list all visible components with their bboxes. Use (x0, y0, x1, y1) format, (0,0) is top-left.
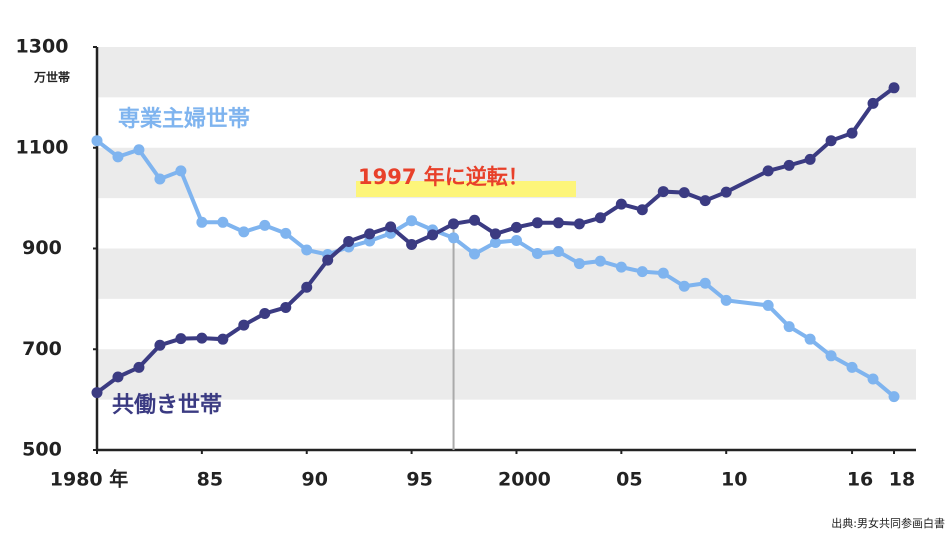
point (699, 277, 711, 289)
point (657, 186, 669, 198)
x-tick-label: 95 (406, 469, 432, 491)
point (217, 216, 229, 228)
point (112, 151, 124, 163)
x-tick-label: 90 (302, 469, 328, 491)
point (867, 373, 879, 385)
point (531, 217, 543, 229)
y-unit: 万世帯 (33, 70, 70, 85)
band (97, 47, 916, 98)
point (448, 232, 460, 244)
point (657, 267, 669, 279)
point (510, 234, 522, 246)
source: 出典:男女共同参画白書 (831, 516, 945, 530)
point (531, 248, 543, 260)
point (615, 261, 627, 273)
point (448, 218, 460, 230)
point (364, 228, 376, 240)
point (112, 371, 124, 383)
point (510, 221, 522, 233)
point (783, 321, 795, 333)
point (469, 214, 481, 226)
point (594, 255, 606, 267)
x-tick-label: 10 (721, 469, 747, 491)
y-tick-label: 500 (22, 439, 62, 461)
point (552, 246, 564, 258)
x-tick-label: 16 (847, 469, 873, 491)
point (867, 97, 879, 109)
series-label: 共働き世帯 (112, 392, 222, 418)
x-tick-label: 85 (197, 469, 223, 491)
point (636, 266, 648, 278)
annotation-highlight (356, 181, 576, 197)
point (154, 339, 166, 351)
point (636, 204, 648, 216)
point (573, 258, 585, 270)
point (91, 135, 103, 147)
point (301, 244, 313, 256)
point (888, 82, 900, 94)
point (196, 216, 208, 228)
y-tick-label: 900 (22, 237, 62, 259)
x-tick-label: 2000 (498, 469, 551, 491)
point (280, 227, 292, 239)
point (238, 226, 250, 238)
point (259, 307, 271, 319)
point (699, 195, 711, 207)
point (720, 186, 732, 198)
point (259, 219, 271, 231)
point (301, 281, 313, 293)
point (196, 332, 208, 344)
point (490, 236, 501, 248)
y-tick-label: 700 (22, 338, 62, 360)
point (678, 280, 690, 292)
point (427, 229, 439, 241)
point (552, 217, 564, 229)
point (846, 127, 858, 139)
point (175, 165, 187, 177)
x-tick-label: 05 (616, 469, 642, 491)
point (280, 301, 292, 313)
y-tick-label: 1100 (16, 136, 69, 158)
bands (97, 47, 916, 400)
point (573, 218, 585, 230)
point (175, 333, 187, 345)
point (322, 254, 334, 266)
point (825, 350, 837, 362)
point (762, 299, 774, 311)
point (783, 159, 795, 171)
point (678, 187, 690, 199)
point (406, 215, 418, 227)
point (804, 153, 816, 165)
series-label: 専業主婦世帯 (118, 106, 250, 132)
point (594, 212, 606, 224)
point (385, 221, 397, 233)
point (238, 319, 250, 331)
point (133, 144, 145, 156)
point (133, 361, 145, 373)
point (615, 198, 627, 210)
point (888, 391, 900, 403)
y-tick-label: 1300 (16, 36, 69, 58)
point (804, 333, 816, 345)
point (720, 294, 732, 306)
point (762, 165, 774, 177)
point (825, 135, 837, 147)
point (91, 387, 103, 399)
point (490, 228, 501, 240)
annotation: 1997 年に逆転！ (358, 165, 529, 189)
band (97, 248, 916, 299)
band (97, 349, 916, 400)
point (343, 235, 355, 247)
point (406, 238, 418, 250)
point (469, 248, 481, 260)
point (154, 173, 166, 185)
point (846, 361, 858, 373)
x-tick-label: 1980 年 (50, 468, 129, 491)
point (217, 333, 229, 345)
x-tick-label: 18 (889, 469, 915, 491)
